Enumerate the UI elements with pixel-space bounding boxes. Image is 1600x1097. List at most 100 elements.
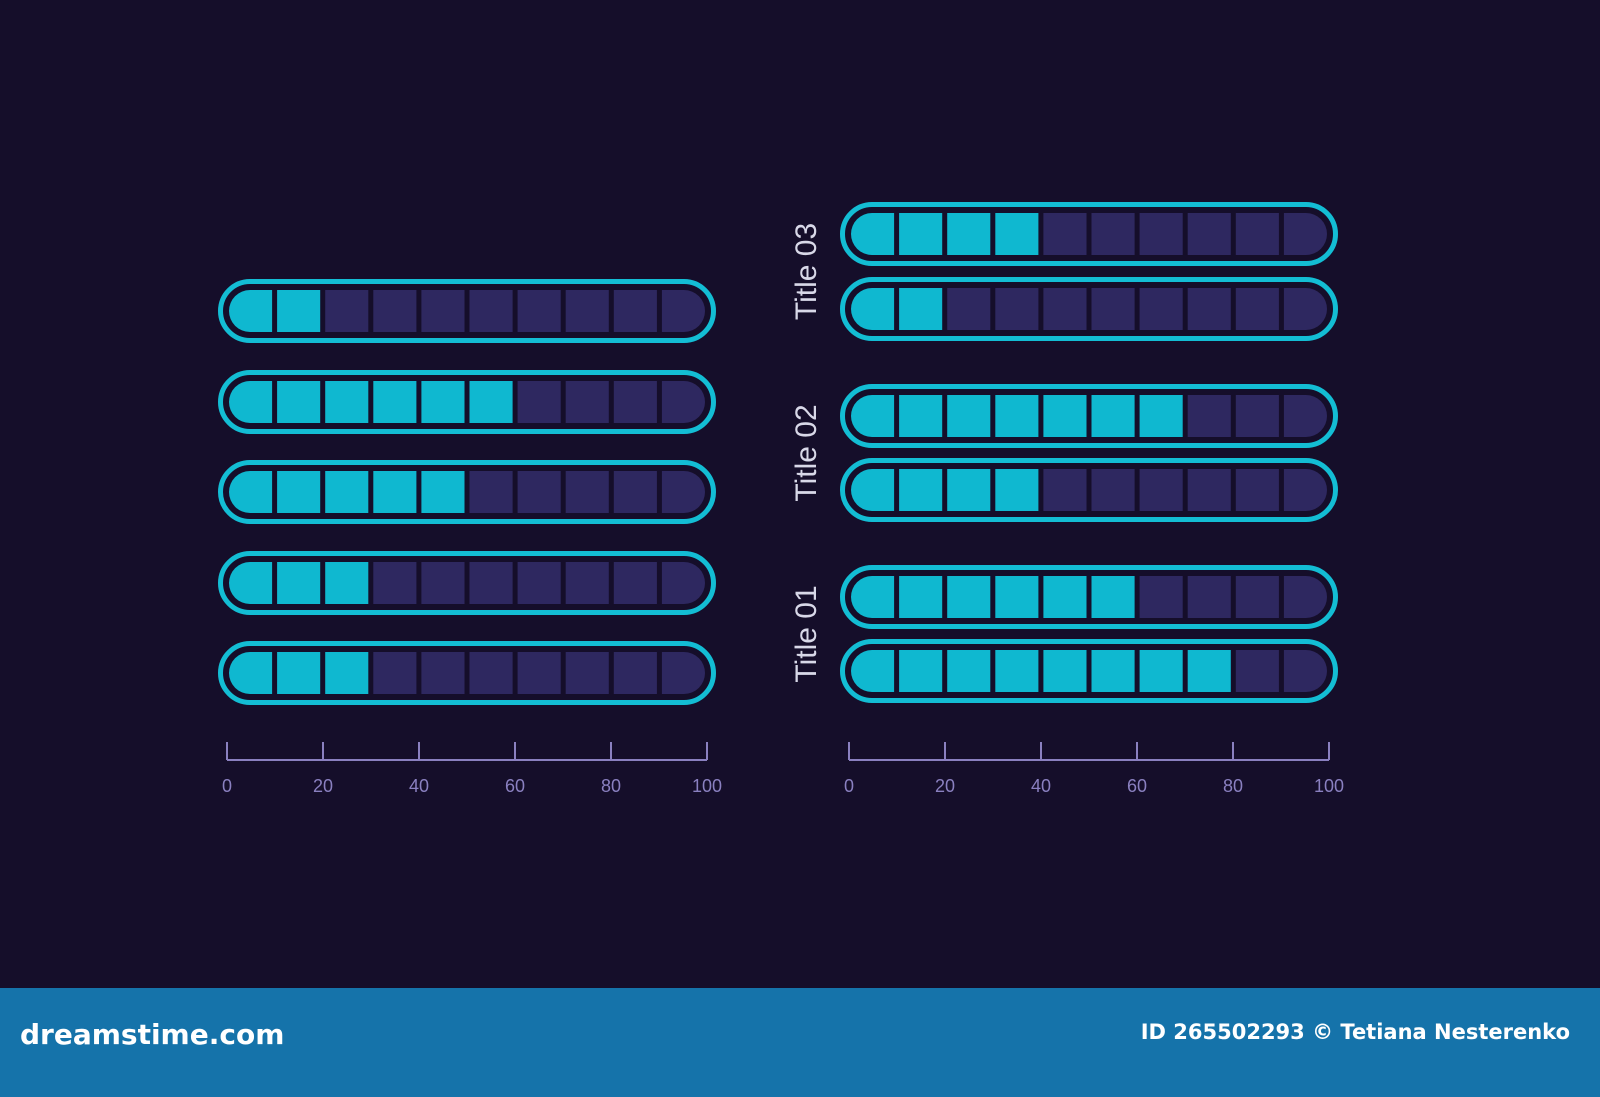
bar-outline <box>840 202 1338 266</box>
segment-empty <box>1235 469 1279 511</box>
segment-empty <box>1043 288 1087 330</box>
bar-title-03-2 <box>840 277 1338 341</box>
bar-outline <box>218 370 716 434</box>
segment-filled <box>851 395 895 437</box>
segment-empty <box>613 471 657 513</box>
segment-empty <box>1187 213 1231 255</box>
tick-label: 80 <box>601 776 621 796</box>
tick-label: 0 <box>222 776 232 796</box>
segment-empty <box>995 288 1039 330</box>
segment-empty <box>1139 213 1183 255</box>
segment-empty <box>1091 288 1135 330</box>
segment-filled <box>947 395 991 437</box>
segment-empty <box>1283 650 1327 692</box>
bar-left-4 <box>218 551 716 615</box>
segment-filled <box>947 576 991 618</box>
segment-filled <box>899 288 943 330</box>
segment-empty <box>1139 469 1183 511</box>
segment-empty <box>565 652 609 694</box>
segment-empty <box>1283 576 1327 618</box>
segment-empty <box>661 652 705 694</box>
bar-title-02-2 <box>840 458 1338 522</box>
segment-empty <box>325 290 369 332</box>
bar-outline <box>840 277 1338 341</box>
segment-filled <box>277 290 321 332</box>
segment-empty <box>613 652 657 694</box>
segment-empty <box>1187 395 1231 437</box>
segment-filled <box>947 213 991 255</box>
segment-empty <box>613 562 657 604</box>
segment-empty <box>517 471 561 513</box>
watermark-footer: dreamstime.com ID 265502293 © Tetiana Ne… <box>0 988 1600 1097</box>
bar-outline <box>840 565 1338 629</box>
segment-empty <box>1235 650 1279 692</box>
bar-title-01-1 <box>840 565 1338 629</box>
segment-empty <box>661 471 705 513</box>
segment-filled <box>229 652 273 694</box>
segment-filled <box>1091 576 1135 618</box>
segment-empty <box>661 290 705 332</box>
segment-filled <box>995 469 1039 511</box>
tick-label: 20 <box>935 776 955 796</box>
group-title: Title 02 <box>790 404 823 501</box>
segment-empty <box>661 381 705 423</box>
bar-left-2 <box>218 370 716 434</box>
segment-empty <box>373 652 417 694</box>
segment-filled <box>1187 650 1231 692</box>
bar-outline <box>840 458 1338 522</box>
segment-filled <box>899 576 943 618</box>
segment-filled <box>1139 395 1183 437</box>
tick-label: 100 <box>692 776 722 796</box>
segment-filled <box>899 650 943 692</box>
bar-outline <box>840 639 1338 703</box>
segment-empty <box>421 290 465 332</box>
segment-filled <box>325 471 369 513</box>
segment-filled <box>995 395 1039 437</box>
segment-empty <box>1235 288 1279 330</box>
segment-filled <box>229 562 273 604</box>
tick-label: 60 <box>505 776 525 796</box>
segment-filled <box>995 650 1039 692</box>
segment-empty <box>565 471 609 513</box>
bar-outline <box>840 384 1338 448</box>
x-axis: 0 20 40 60 80 100 <box>222 742 722 796</box>
segment-empty <box>1091 213 1135 255</box>
tick-label: 60 <box>1127 776 1147 796</box>
segment-empty <box>421 562 465 604</box>
segment-filled <box>229 381 273 423</box>
segment-empty <box>1043 469 1087 511</box>
segment-filled <box>469 381 513 423</box>
segment-filled <box>229 290 273 332</box>
bar-outline <box>218 279 716 343</box>
segment-filled <box>325 381 369 423</box>
tick-label: 100 <box>1314 776 1344 796</box>
segment-filled <box>277 562 321 604</box>
segment-filled <box>277 471 321 513</box>
segment-filled <box>899 213 943 255</box>
segment-filled <box>1043 650 1087 692</box>
segment-empty <box>1187 576 1231 618</box>
segment-filled <box>947 469 991 511</box>
segment-empty <box>1187 469 1231 511</box>
segment-empty <box>1139 576 1183 618</box>
segment-filled <box>851 469 895 511</box>
segment-empty <box>517 562 561 604</box>
segment-filled <box>851 288 895 330</box>
segment-filled <box>1139 650 1183 692</box>
segment-empty <box>1283 288 1327 330</box>
credit-text: ID 265502293 © Tetiana Nesterenko <box>1140 1020 1570 1044</box>
bar-title-02-1 <box>840 384 1338 448</box>
segment-empty <box>565 290 609 332</box>
segment-filled <box>421 381 465 423</box>
segment-filled <box>277 381 321 423</box>
segment-empty <box>1283 469 1327 511</box>
tick-label: 40 <box>1031 776 1051 796</box>
segment-filled <box>995 213 1039 255</box>
segment-empty <box>469 471 513 513</box>
segment-filled <box>373 471 417 513</box>
segment-filled <box>1091 650 1135 692</box>
segment-empty <box>469 562 513 604</box>
segment-filled <box>325 562 369 604</box>
segment-filled <box>995 576 1039 618</box>
